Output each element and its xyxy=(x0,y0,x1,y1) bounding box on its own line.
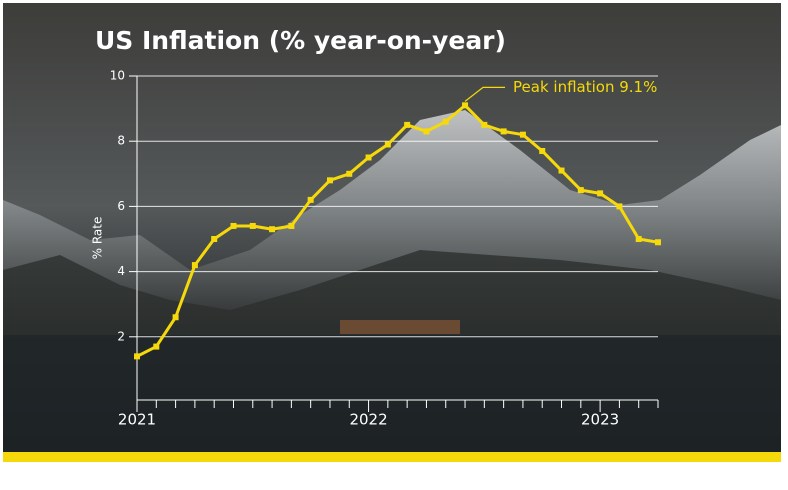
point xyxy=(134,353,140,360)
point xyxy=(442,118,449,125)
point xyxy=(211,236,218,242)
point xyxy=(307,196,314,203)
point xyxy=(462,102,469,109)
point xyxy=(365,154,372,161)
point xyxy=(500,128,507,135)
x-tick-label: 2022 xyxy=(349,411,387,429)
chart-title: US Inflation (% year-on-year) xyxy=(95,26,506,55)
y-tick-label: 4 xyxy=(117,264,125,278)
line xyxy=(136,103,659,358)
point xyxy=(635,236,642,242)
y-tick-label: 2 xyxy=(117,329,125,343)
point xyxy=(558,167,565,174)
point xyxy=(423,128,430,135)
y-tick-label: 8 xyxy=(117,134,125,148)
point xyxy=(519,131,526,138)
y-tick-label: 10 xyxy=(110,69,125,83)
x-tick-label: 2021 xyxy=(118,411,156,429)
point xyxy=(384,141,391,148)
annotation: Peak inflation 9.1% xyxy=(513,78,657,96)
point xyxy=(597,190,604,197)
point xyxy=(230,222,237,229)
point xyxy=(249,222,256,229)
annotation-leader xyxy=(464,86,506,102)
x-tick-label: 2023 xyxy=(581,411,619,429)
point xyxy=(539,147,546,154)
point xyxy=(481,121,488,128)
point xyxy=(655,239,661,246)
y-axis-label: % Rate xyxy=(91,217,105,260)
point xyxy=(172,314,179,321)
point xyxy=(191,262,198,269)
point xyxy=(577,187,584,194)
y-tick-label: 6 xyxy=(117,199,125,213)
point xyxy=(288,222,295,229)
point xyxy=(326,177,333,184)
point xyxy=(269,226,276,233)
point xyxy=(404,121,411,128)
point xyxy=(616,203,623,210)
point xyxy=(346,170,353,177)
point xyxy=(153,343,160,350)
